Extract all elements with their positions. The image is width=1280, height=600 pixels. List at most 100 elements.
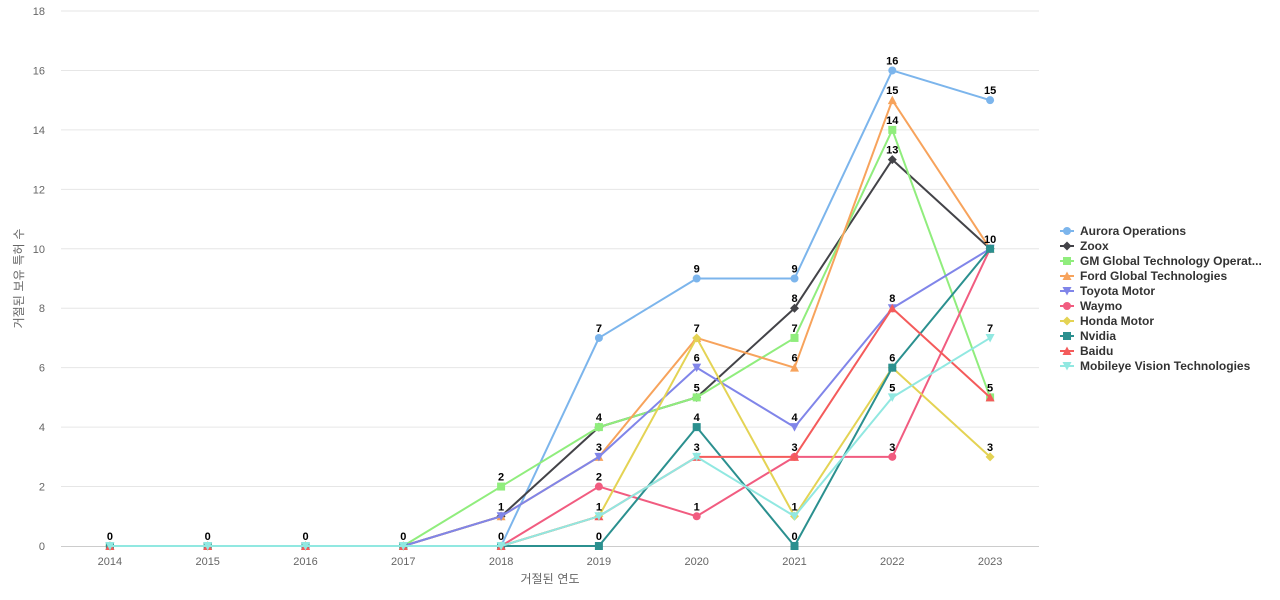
data-label: 9 — [791, 264, 797, 276]
data-point — [692, 333, 702, 343]
data-point — [594, 452, 604, 462]
data-point — [888, 125, 897, 134]
grid — [61, 10, 1039, 488]
x-tick-label: 2022 — [880, 556, 904, 568]
legend-item[interactable]: Ford Global Technologies — [1060, 269, 1227, 283]
y-tick-label: 8 — [39, 303, 45, 315]
legend-label: Waymo — [1080, 299, 1122, 313]
data-point — [887, 303, 897, 313]
legend-item[interactable]: GM Global Technology Operat... — [1060, 254, 1262, 268]
legend-item[interactable]: Toyota Motor — [1060, 284, 1155, 298]
y-tick-label: 12 — [33, 184, 45, 196]
data-point — [594, 423, 603, 432]
y-tick-label: 14 — [33, 125, 45, 137]
legend-item[interactable]: Aurora Operations — [1060, 224, 1186, 238]
data-label: 0 — [302, 531, 308, 543]
data-point — [790, 303, 799, 313]
x-tick-label: 2015 — [195, 556, 219, 568]
data-label: 15 — [984, 85, 996, 97]
axes: 2014 2015 2016 2017 2018 2019 2020 2021 2022 2023… — [12, 6, 1039, 586]
data-label: 3 — [987, 442, 993, 454]
data-point — [496, 512, 506, 521]
x-tick-label: 2020 — [684, 556, 708, 568]
data-point — [692, 423, 701, 432]
data-label: 4 — [596, 412, 603, 424]
data-label: 1 — [498, 501, 504, 513]
legend-item[interactable]: Baidu — [1060, 344, 1113, 358]
data-point — [790, 542, 799, 550]
data-point — [692, 393, 701, 402]
legend-item[interactable]: Honda Motor — [1060, 314, 1154, 328]
data-label: 10 — [984, 234, 996, 246]
data-label: 5 — [694, 382, 700, 394]
y-tick-label: 4 — [39, 422, 45, 434]
data-label: 3 — [889, 442, 895, 454]
data-label: 1 — [791, 501, 797, 513]
x-tick-label: 2019 — [587, 556, 611, 568]
data-point — [594, 512, 604, 521]
legend-item[interactable]: Mobileye Vision Technologies — [1060, 359, 1251, 373]
x-axis-title: 거절된 연도 — [520, 572, 579, 586]
data-point — [692, 274, 701, 283]
data-label: 6 — [889, 353, 895, 365]
data-label: 3 — [694, 442, 700, 454]
series-line — [108, 247, 992, 547]
data-point — [301, 542, 310, 551]
data-point — [692, 452, 702, 462]
data-label: 5 — [987, 382, 993, 394]
data-label: 6 — [791, 353, 797, 365]
legend-marker — [1062, 271, 1072, 280]
x-tick-label: 2014 — [98, 556, 122, 568]
series-7 — [105, 244, 995, 550]
legend-label: Toyota Motor — [1080, 284, 1155, 298]
data-label: 7 — [791, 323, 797, 335]
legend-item[interactable]: Nvidia — [1060, 329, 1116, 343]
data-label: 4 — [791, 412, 798, 424]
data-point — [790, 363, 799, 372]
data-point — [888, 452, 897, 461]
series-line — [108, 158, 992, 547]
legend-item[interactable]: Waymo — [1060, 299, 1122, 313]
data-point — [692, 363, 702, 373]
series-4 — [105, 244, 995, 551]
data-label: 0 — [498, 531, 504, 543]
data-label: 0 — [596, 531, 602, 543]
data-label: 7 — [596, 323, 602, 335]
data-point — [105, 542, 115, 551]
data-label: 9 — [694, 264, 700, 276]
series-9 — [105, 333, 995, 551]
legend-marker — [1062, 287, 1072, 296]
data-point — [790, 333, 799, 342]
data-point — [398, 542, 408, 551]
data-point — [790, 512, 799, 521]
legend-marker — [1062, 346, 1072, 355]
series-1 — [105, 155, 995, 551]
data-point — [790, 274, 799, 283]
data-labels: 0 0 0 0 012012347134567901346789356813141516… — [107, 55, 996, 543]
data-point — [594, 482, 603, 491]
data-label: 5 — [889, 382, 895, 394]
data-label: 3 — [791, 442, 797, 454]
legend-item[interactable]: Zoox — [1060, 239, 1109, 253]
data-point — [790, 423, 799, 432]
series-line — [108, 247, 992, 547]
data-label: 7 — [987, 323, 993, 335]
x-axis-ticks: 2014 2015 2016 2017 2018 2019 2020 2021 2022 2023 — [98, 556, 1003, 568]
data-point — [203, 542, 213, 551]
y-tick-label: 6 — [39, 363, 45, 375]
legend-marker — [1063, 227, 1071, 235]
y-tick-label: 18 — [33, 6, 45, 18]
series-5 — [105, 244, 995, 550]
data-label: 1 — [596, 501, 602, 513]
legend-label: Zoox — [1080, 239, 1109, 253]
data-point — [594, 333, 603, 342]
data-label: 14 — [886, 115, 899, 127]
x-tick-label: 2021 — [782, 556, 806, 568]
legend-label: Nvidia — [1080, 329, 1116, 343]
legend-label: GM Global Technology Operat... — [1080, 254, 1262, 268]
y-tick-label: 0 — [39, 541, 45, 553]
data-point — [986, 244, 995, 253]
legend-label: Mobileye Vision Technologies — [1080, 359, 1251, 373]
data-point — [986, 96, 995, 105]
